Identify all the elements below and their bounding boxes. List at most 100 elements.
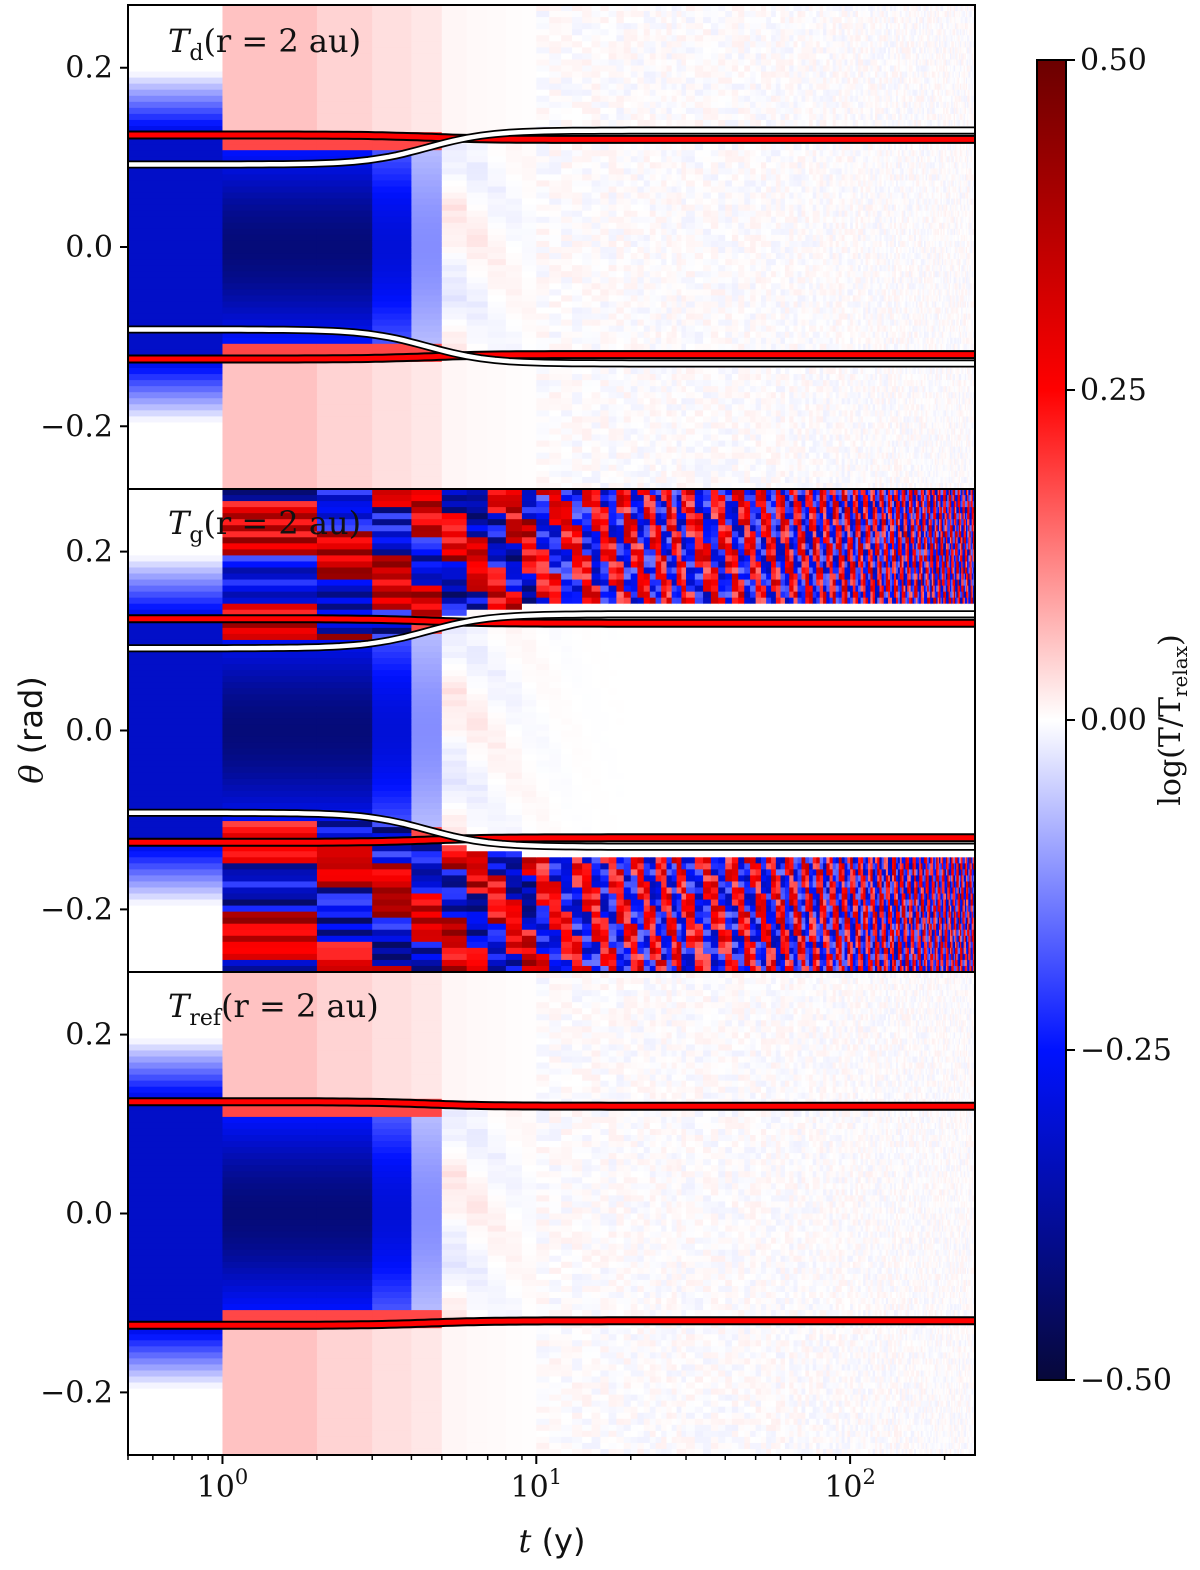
heatmap-cell xyxy=(521,35,537,42)
heatmap-cell xyxy=(838,313,843,321)
heatmap-cell xyxy=(738,422,745,430)
heatmap-cell xyxy=(666,204,673,212)
heatmap-cell xyxy=(809,452,814,460)
heatmap-cell xyxy=(801,180,806,188)
heatmap-cell xyxy=(731,77,739,85)
heatmap-cell xyxy=(666,95,673,103)
heatmap-cell xyxy=(838,156,843,163)
heatmap-cell xyxy=(819,452,824,460)
heatmap-cell xyxy=(725,253,733,260)
heatmap-cell xyxy=(608,204,617,212)
heatmap-cell xyxy=(789,113,795,121)
heatmap-cell xyxy=(582,422,593,430)
heatmap-cell xyxy=(686,174,696,182)
heatmap-cell xyxy=(789,422,795,430)
heatmap-cell xyxy=(755,470,762,478)
heatmap-cell xyxy=(789,416,795,424)
heatmap-cell xyxy=(487,307,507,315)
heatmap-cell xyxy=(616,240,625,248)
heatmap-cell xyxy=(591,35,601,42)
heatmap-cell xyxy=(582,234,593,242)
heatmap-cell xyxy=(487,482,507,489)
heatmap-cell xyxy=(487,216,507,224)
heatmap-cell xyxy=(775,247,782,254)
heatmap-cell xyxy=(643,95,651,103)
heatmap-cell xyxy=(755,192,762,200)
heatmap-cell xyxy=(643,198,651,206)
heatmap-cell xyxy=(780,234,786,242)
heatmap-cell xyxy=(694,313,704,321)
heatmap-cell xyxy=(661,331,668,339)
heatmap-cell xyxy=(835,186,840,194)
heatmap-cell xyxy=(823,35,827,42)
heatmap-cell xyxy=(738,434,745,442)
heatmap-cell xyxy=(655,234,662,242)
heatmap-cell xyxy=(536,107,550,115)
heatmap-cell xyxy=(703,162,712,169)
heatmap-cell xyxy=(826,222,831,230)
heatmap-cell xyxy=(841,210,846,218)
heatmap-cell xyxy=(549,11,562,18)
heatmap-cell xyxy=(637,198,645,206)
heatmap-cell xyxy=(666,113,673,121)
heatmap-cell xyxy=(655,162,662,169)
heatmap-cell xyxy=(616,452,625,460)
heatmap-cell xyxy=(686,428,696,436)
heatmap-cell xyxy=(655,59,662,67)
heatmap-cell xyxy=(797,253,803,260)
heatmap-cell xyxy=(819,404,824,411)
heatmap-cell xyxy=(819,228,824,236)
heatmap-cell xyxy=(819,410,824,417)
heatmap-cell xyxy=(316,101,373,109)
heatmap-cell xyxy=(666,337,673,345)
heatmap-cell xyxy=(829,192,834,200)
heatmap-cell xyxy=(738,331,745,339)
heatmap-cell xyxy=(582,482,593,489)
heatmap-cell xyxy=(372,380,413,387)
heatmap-cell xyxy=(832,107,837,115)
heatmap-cell xyxy=(222,368,318,375)
heatmap-cell xyxy=(710,41,719,48)
heatmap-cell xyxy=(838,380,843,387)
heatmap-cell xyxy=(466,5,489,12)
heatmap-cell xyxy=(835,271,840,278)
heatmap-cell xyxy=(775,5,782,12)
heatmap-cell xyxy=(766,83,772,91)
heatmap-cell xyxy=(725,240,733,248)
heatmap-cell xyxy=(637,313,645,321)
heatmap-cell xyxy=(725,228,733,236)
heatmap-cell xyxy=(561,428,573,436)
heatmap-cell xyxy=(793,144,799,151)
heatmap-cell xyxy=(561,440,573,448)
heatmap-cell xyxy=(572,325,583,333)
heatmap-cell xyxy=(466,446,489,454)
heatmap-cell xyxy=(731,325,739,333)
heatmap-cell xyxy=(826,446,831,454)
heatmap-cell xyxy=(703,440,712,448)
heatmap-cell xyxy=(744,476,751,484)
heatmap-cell xyxy=(549,168,562,175)
heatmap-cell xyxy=(128,83,224,91)
heatmap-cell xyxy=(744,228,751,236)
heatmap-cell xyxy=(649,65,657,73)
heatmap-cell xyxy=(823,53,827,61)
heatmap-cell xyxy=(838,113,843,121)
heatmap-cell xyxy=(797,343,803,351)
heatmap-cell xyxy=(661,325,668,333)
heatmap-cell xyxy=(591,17,601,24)
heatmap-cell xyxy=(681,368,687,375)
heatmap-cell xyxy=(655,168,662,175)
heatmap-cell xyxy=(738,374,745,381)
heatmap-cell xyxy=(766,301,772,309)
heatmap-cell xyxy=(725,107,733,115)
heatmap-cell xyxy=(816,428,821,436)
heatmap-cell xyxy=(411,150,443,157)
heatmap-cell xyxy=(441,228,468,236)
heatmap-cell xyxy=(784,398,790,405)
heatmap-cell xyxy=(838,162,843,169)
heatmap-cell xyxy=(316,259,373,266)
heatmap-cell xyxy=(591,392,601,399)
heatmap-cell xyxy=(832,71,837,79)
heatmap-cell xyxy=(671,343,678,351)
heatmap-cell xyxy=(441,59,468,67)
